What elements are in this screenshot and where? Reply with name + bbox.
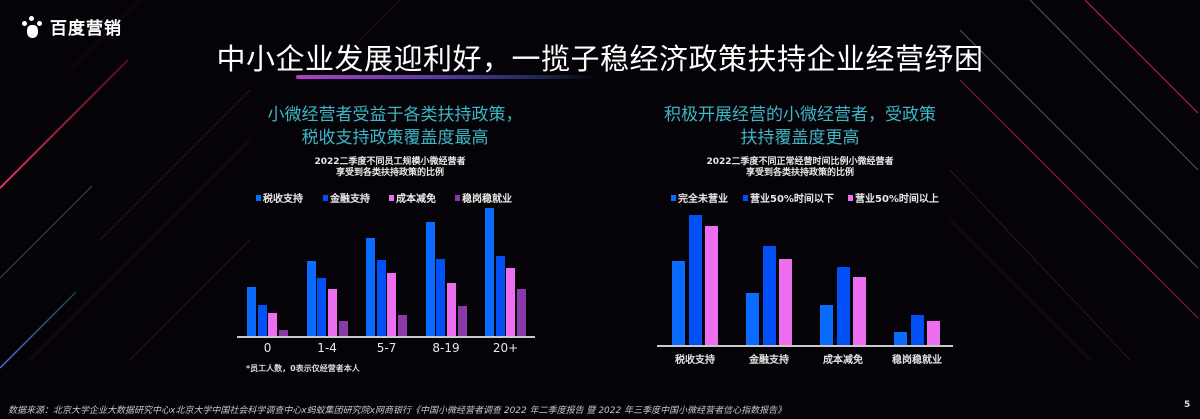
legend-swatch bbox=[743, 194, 748, 201]
bar bbox=[247, 287, 256, 336]
bar bbox=[425, 222, 435, 336]
left-chart-x-axis bbox=[237, 336, 535, 338]
legend-item: 完全未营业 bbox=[671, 190, 743, 205]
bar bbox=[387, 273, 397, 336]
bar bbox=[820, 305, 833, 345]
bar bbox=[279, 330, 289, 336]
legend-swatch bbox=[389, 194, 394, 201]
baidu-paw-icon bbox=[20, 15, 46, 39]
legend-item: 税收支持 bbox=[256, 190, 323, 205]
x-tick-label: 0 bbox=[263, 341, 272, 355]
title-underline bbox=[296, 75, 596, 79]
left-subtitle-line2: 税收支持政策覆盖度最高 bbox=[301, 128, 489, 148]
x-tick-label: 8-19 bbox=[432, 341, 460, 355]
right-subtitle-line1: 积极开展经营的小微经营者，受政策 bbox=[664, 105, 936, 125]
x-tick-label: 税收支持 bbox=[675, 355, 715, 366]
bar bbox=[257, 305, 267, 336]
data-source-note: 数据来源：北京大学企业大数据研究中心x北京大学中国社会科学调查中心x蚂蚁集团研究… bbox=[8, 406, 787, 416]
bar bbox=[894, 332, 907, 345]
left-chart-legend: 税收支持 金融支持 成本减免 稳岗稳就业 bbox=[256, 190, 512, 205]
right-chart-title-line1: 2022二季度不同正常经营时间比例小微经营者 bbox=[706, 157, 894, 167]
x-tick-label: 成本减免 bbox=[823, 355, 863, 366]
legend-swatch bbox=[323, 194, 328, 201]
right-chart-x-axis bbox=[657, 345, 953, 347]
baidu-marketing-logo: 百度营销 bbox=[20, 14, 122, 39]
bar bbox=[927, 321, 940, 345]
right-chart-title-line2: 享受到各类扶持政策的比例 bbox=[745, 168, 854, 178]
bar bbox=[436, 259, 446, 336]
bar bbox=[705, 226, 718, 345]
legend-swatch bbox=[671, 194, 676, 201]
x-tick-label: 金融支持 bbox=[749, 355, 789, 366]
bar bbox=[457, 306, 467, 336]
legend-item: 营业50%时间以上 bbox=[848, 190, 939, 205]
legend-swatch bbox=[455, 194, 460, 201]
bar bbox=[688, 215, 702, 345]
bar bbox=[853, 277, 866, 345]
bar bbox=[746, 293, 759, 345]
left-chart-title: 2022二季度不同员工规模小微经营者 享受到各类扶持政策的比例 bbox=[240, 157, 540, 179]
right-subtitle: 积极开展经营的小微经营者，受政策 扶持覆盖度更高 bbox=[640, 104, 960, 150]
bar bbox=[306, 261, 316, 336]
bar bbox=[376, 260, 386, 336]
right-chart-legend: 完全未营业 营业50%时间以下 营业50%时间以上 bbox=[671, 190, 939, 205]
page-title: 中小企业发展迎利好，一揽子稳经济政策扶持企业经营纾困 bbox=[216, 42, 984, 76]
bar bbox=[517, 289, 527, 336]
bar bbox=[317, 278, 327, 336]
bar bbox=[910, 315, 924, 345]
legend-swatch bbox=[256, 194, 261, 201]
legend-item: 金融支持 bbox=[323, 190, 389, 205]
left-chart-title-line1: 2022二季度不同员工规模小微经营者 bbox=[314, 157, 466, 167]
logo-text: 百度营销 bbox=[50, 19, 122, 39]
legend-item: 营业50%时间以下 bbox=[743, 190, 848, 205]
bar bbox=[779, 259, 792, 345]
bar bbox=[672, 261, 685, 345]
right-subtitle-line2: 扶持覆盖度更高 bbox=[740, 128, 860, 148]
bar bbox=[268, 313, 278, 336]
x-tick-label: 20+ bbox=[492, 341, 519, 355]
legend-swatch bbox=[848, 194, 853, 201]
legend-item: 成本减免 bbox=[389, 190, 455, 205]
bar bbox=[836, 267, 850, 345]
left-subtitle: 小微经营者受益于各类扶持政策， 税收支持政策覆盖度最高 bbox=[230, 104, 560, 150]
left-subtitle-line1: 小微经营者受益于各类扶持政策， bbox=[267, 105, 523, 125]
x-tick-label: 1-4 bbox=[317, 341, 337, 355]
bar bbox=[398, 315, 408, 336]
bar bbox=[495, 256, 505, 336]
page-number: 5 bbox=[1184, 400, 1191, 410]
bar bbox=[506, 268, 516, 336]
x-tick-label: 稳岗稳就业 bbox=[892, 355, 942, 366]
left-chart-title-line2: 享受到各类扶持政策的比例 bbox=[335, 168, 444, 178]
bar bbox=[327, 289, 337, 336]
bar bbox=[762, 246, 776, 345]
bar bbox=[366, 238, 375, 336]
right-chart-title: 2022二季度不同正常经营时间比例小微经营者 享受到各类扶持政策的比例 bbox=[650, 157, 950, 179]
x-tick-label: 5-7 bbox=[376, 341, 397, 355]
bar bbox=[338, 321, 348, 336]
legend-item: 稳岗稳就业 bbox=[455, 190, 512, 205]
left-chart-footnote: *员工人数，0表示仅经营者本人 bbox=[246, 364, 360, 373]
bar bbox=[485, 208, 494, 336]
bar bbox=[446, 283, 456, 336]
